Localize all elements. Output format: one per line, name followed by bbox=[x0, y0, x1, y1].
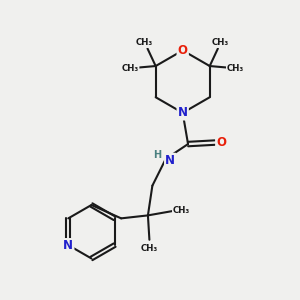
Text: H: H bbox=[153, 150, 161, 160]
Text: CH₃: CH₃ bbox=[136, 38, 153, 47]
Text: CH₃: CH₃ bbox=[227, 64, 244, 73]
Text: CH₃: CH₃ bbox=[173, 206, 190, 215]
Text: CH₃: CH₃ bbox=[121, 64, 139, 73]
Text: O: O bbox=[178, 44, 188, 57]
Text: N: N bbox=[165, 154, 175, 167]
Text: N: N bbox=[63, 239, 73, 252]
Text: N: N bbox=[178, 106, 188, 119]
Text: O: O bbox=[216, 136, 226, 149]
Text: CH₃: CH₃ bbox=[141, 244, 158, 253]
Text: CH₃: CH₃ bbox=[212, 38, 229, 47]
